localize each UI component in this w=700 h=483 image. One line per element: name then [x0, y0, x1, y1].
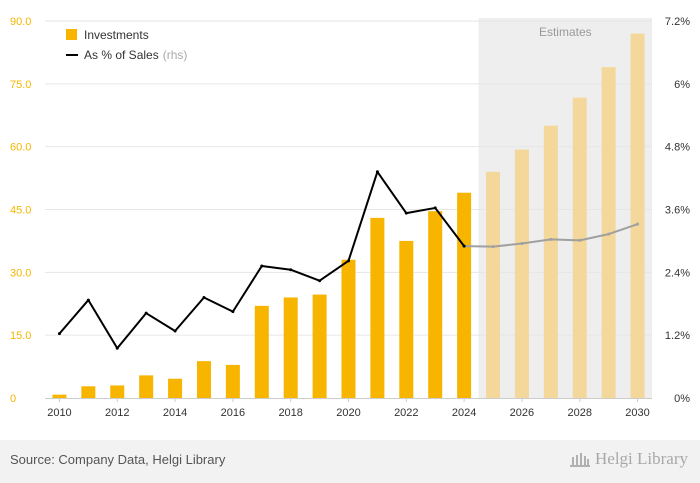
point-sales-pct-2012 — [115, 346, 119, 350]
y-right-tick-label: 2.4% — [665, 267, 690, 279]
y-right-tick-label: 7.2% — [665, 16, 690, 28]
bar-investments-2014 — [168, 378, 183, 398]
y-right-tick-label: 0% — [674, 393, 690, 405]
bar-investments-2011 — [81, 386, 96, 398]
x-tick-label: 2028 — [567, 407, 591, 419]
y-left-tick-label: 30.0 — [10, 267, 31, 279]
y-right-tick-label: 3.6% — [665, 205, 690, 217]
legend-sales-label: As % of Sales — [84, 48, 159, 62]
x-tick-label: 2010 — [47, 407, 71, 419]
point-sales-pct-2029 — [607, 232, 611, 236]
x-tick-label: 2024 — [452, 407, 476, 419]
x-tick-label: 2020 — [336, 407, 360, 419]
bar-investments-2018 — [283, 297, 298, 398]
point-sales-pct-2014 — [173, 329, 177, 333]
point-sales-pct-2024 — [462, 244, 466, 248]
library-building-icon — [570, 453, 590, 467]
point-sales-pct-2015 — [202, 295, 206, 299]
bar-investments-2017 — [254, 305, 269, 398]
estimates-band — [478, 18, 652, 398]
legend: Investments As % of Sales (rhs) — [66, 28, 187, 62]
y-left-tick-label: 75.0 — [10, 79, 31, 91]
y-left-tick-label: 90.0 — [10, 16, 31, 28]
y-left-tick-label: 60.0 — [10, 142, 31, 154]
point-sales-pct-2025 — [491, 245, 495, 249]
x-tick-label: 2022 — [394, 407, 418, 419]
bar-investments-2027 — [543, 125, 558, 398]
bar-investments-2025 — [486, 171, 501, 398]
helgi-library-logo: Helgi Library — [569, 449, 688, 469]
point-sales-pct-2010 — [57, 332, 61, 336]
point-sales-pct-2018 — [289, 268, 293, 272]
bar-investments-2028 — [572, 97, 587, 398]
bar-investments-2020 — [341, 259, 356, 398]
legend-investments-label: Investments — [84, 28, 149, 42]
investment-chart: Estimates 0 0% 15.0 1.2% 30.0 2.4% 45.0 3.6% 60.… — [10, 16, 690, 419]
y-left-tick-label: 0 — [10, 393, 16, 405]
y-left-tick-label: 45.0 — [10, 205, 31, 217]
bar-investments-2015 — [196, 361, 211, 398]
point-sales-pct-2011 — [86, 298, 90, 302]
bar-investments-2010 — [52, 394, 67, 398]
logo-text: Helgi Library — [595, 449, 688, 468]
point-sales-pct-2021 — [375, 170, 379, 174]
bar-investments-2024 — [457, 192, 472, 398]
point-sales-pct-2020 — [347, 259, 350, 263]
legend-rhs-note: (rhs) — [163, 48, 188, 62]
point-sales-pct-2019 — [318, 279, 322, 283]
point-sales-pct-2030 — [636, 222, 640, 226]
bar-investments-2022 — [399, 240, 414, 398]
point-sales-pct-2028 — [578, 238, 582, 242]
point-sales-pct-2013 — [144, 311, 148, 315]
point-sales-pct-2026 — [520, 242, 524, 246]
y-right-tick-label: 4.8% — [665, 142, 690, 154]
bar-investments-2019 — [312, 294, 327, 398]
point-sales-pct-2016 — [231, 310, 235, 314]
source-note: Source: Company Data, Helgi Library — [10, 452, 226, 467]
point-sales-pct-2022 — [404, 211, 408, 215]
svg-text:As % of Sales(rhs): As % of Sales (rhs) — [84, 48, 187, 62]
y-right-tick-label: 6% — [674, 79, 690, 91]
bar-investments-2023 — [428, 211, 443, 398]
x-tick-label: 2018 — [278, 407, 302, 419]
x-tick-label: 2014 — [163, 407, 187, 419]
bar-investments-2012 — [110, 385, 125, 398]
x-tick-label: 2012 — [105, 407, 129, 419]
y-right-tick-label: 1.2% — [665, 330, 690, 342]
x-tick-label: 2030 — [625, 407, 649, 419]
bar-investments-2016 — [225, 364, 240, 398]
bar-investments-2029 — [601, 67, 616, 399]
x-tick-label: 2016 — [221, 407, 245, 419]
y-left-tick-label: 15.0 — [10, 330, 31, 342]
bar-investments-2026 — [514, 149, 529, 398]
point-sales-pct-2017 — [260, 264, 264, 268]
footer: Source: Company Data, Helgi Library Helg… — [0, 440, 700, 483]
estimates-label: Estimates — [539, 25, 592, 39]
bar-investments-2021 — [370, 217, 385, 398]
x-tick-label: 2026 — [510, 407, 534, 419]
bar-investments-2030 — [630, 33, 645, 399]
legend-investments-swatch — [66, 29, 77, 40]
bar-investments-2013 — [139, 375, 154, 398]
point-sales-pct-2023 — [433, 206, 437, 210]
point-sales-pct-2027 — [549, 237, 553, 241]
